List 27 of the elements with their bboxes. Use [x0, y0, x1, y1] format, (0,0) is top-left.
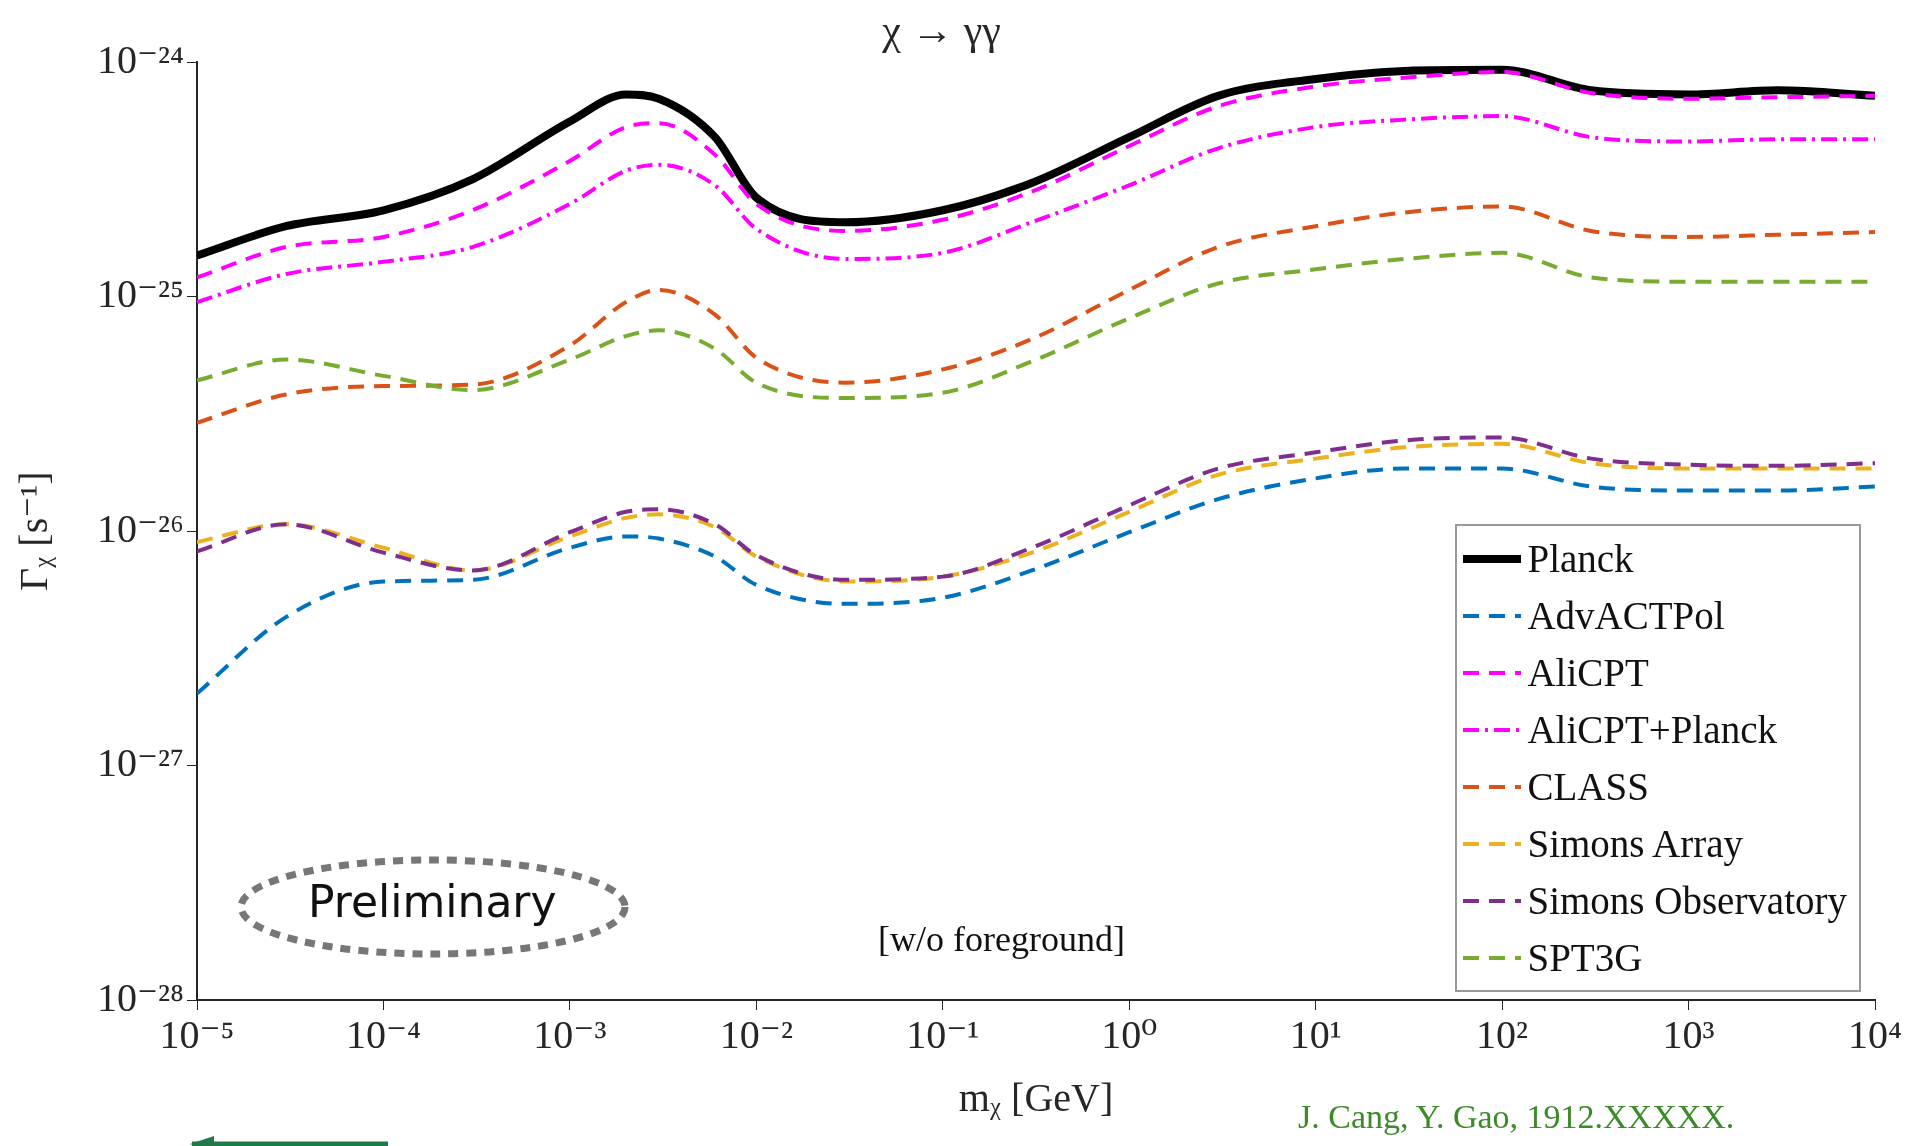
chart-title: χ → γγ: [881, 7, 1001, 54]
y-axis-title: Γᵪ [s⁻¹]: [10, 471, 56, 592]
x-tick-label: 10¹: [1289, 1011, 1342, 1057]
x-tick-label: 10³: [1662, 1011, 1715, 1057]
legend-label: AdvACTPol: [1527, 593, 1725, 638]
y-tick-label: 10⁻²⁶: [96, 505, 184, 551]
x-tick-label: 10⁻¹: [906, 1011, 980, 1057]
legend-label: AliCPT+Planck: [1527, 707, 1777, 752]
annotation: Preliminary: [308, 876, 557, 927]
x-axis-title: mᵪ [GeV]: [958, 1074, 1114, 1120]
y-tick-label: 10⁻²⁷: [96, 740, 184, 786]
legend-label: SPT3G: [1527, 935, 1643, 980]
x-tick-label: 10⁰: [1101, 1011, 1158, 1057]
legend-label: Simons Observatory: [1527, 878, 1847, 923]
legend-label: Planck: [1527, 536, 1634, 581]
text: J. Cang, Y. Gao, 1912.XXXXX.: [1298, 1098, 1735, 1136]
x-tick-label: 10⁻²: [719, 1011, 793, 1057]
legend-label: Simons Array: [1527, 821, 1744, 866]
x-tick-label: 10⁻³: [533, 1011, 607, 1057]
y-tick-label: 10⁻²⁴: [96, 36, 184, 82]
legend-label: AliCPT: [1527, 650, 1649, 695]
legend-label: CLASS: [1527, 764, 1649, 809]
annotation: [w/o foreground]: [878, 918, 1125, 960]
y-tick-label: 10⁻²⁵: [96, 271, 184, 317]
x-tick-label: 10⁴: [1848, 1011, 1902, 1057]
x-tick-label: 10²: [1476, 1011, 1529, 1057]
x-tick-label: 10⁻⁴: [345, 1011, 421, 1057]
